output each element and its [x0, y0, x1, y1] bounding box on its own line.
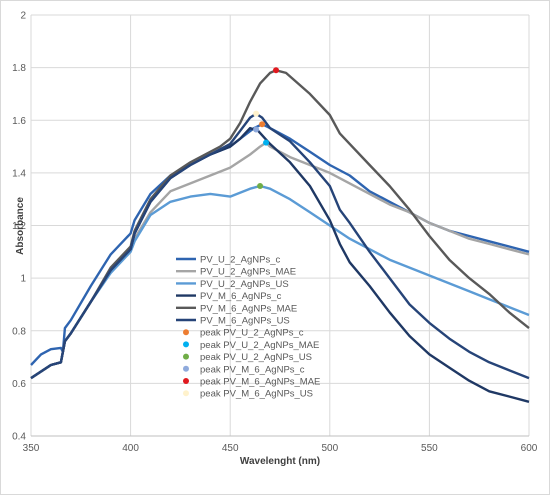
y-tick-label: 1.6	[12, 116, 26, 127]
y-tick-labels: 0.4 0.6 0.8 1 1.2 1.4 1.6 1.8 2	[12, 11, 26, 443]
legend-label: peak PV_M_6_AgNPs_MAE	[200, 377, 320, 388]
y-tick-label: 1.4	[12, 168, 26, 179]
y-tick-label: 2	[20, 11, 26, 22]
peak-marker-0	[259, 121, 266, 128]
peak-marker-4	[273, 67, 280, 74]
y-tick-label: 1.2	[12, 221, 26, 232]
legend-swatch-dot	[183, 390, 189, 397]
x-tick-label: 450	[222, 443, 239, 454]
y-tick-label: 0.8	[12, 326, 26, 337]
legend-swatch-dot	[183, 365, 189, 372]
peak-marker-2	[257, 183, 264, 190]
legend-label: PV_U_2_AgNPs_US	[200, 279, 289, 290]
x-tick-labels: 350 400 450 500 550 600	[23, 443, 538, 454]
x-tick-label: 550	[421, 443, 438, 454]
legend-label: PV_M_6_AgNPs_MAE	[200, 303, 297, 314]
legend-label: PV_U_2_AgNPs_MAE	[200, 267, 296, 278]
legend-label: PV_U_2_AgNPs_c	[200, 255, 281, 266]
peak-markers	[253, 67, 280, 190]
x-tick-label: 350	[23, 443, 40, 454]
legend-label: peak PV_M_6_AgNPs_c	[200, 364, 305, 375]
legend-label: peak PV_U_2_AgNPs_c	[200, 328, 304, 339]
x-tick-label: 500	[321, 443, 338, 454]
legend-label: peak PV_U_2_AgNPs_US	[200, 352, 312, 363]
legend-swatch-dot	[183, 378, 189, 384]
legend-swatch-dot	[183, 353, 189, 360]
legend-label: peak PV_M_6_AgNPs_US	[200, 389, 313, 400]
y-tick-label: 1	[20, 274, 26, 285]
peak-marker-3	[253, 126, 260, 133]
legend-label: PV_M_6_AgNPs_c	[200, 291, 282, 302]
peak-marker-1	[263, 139, 270, 146]
legend-swatch-dot	[183, 341, 189, 348]
legend-swatch-dot	[183, 329, 189, 336]
y-tick-label: 0.4	[12, 432, 26, 443]
x-tick-label: 600	[521, 443, 538, 454]
y-axis-title: Absorbance	[15, 197, 26, 255]
y-tick-label: 1.8	[12, 63, 26, 74]
x-tick-label: 400	[122, 443, 139, 454]
legend-label: PV_M_6_AgNPs_US	[200, 316, 290, 327]
x-axis-title: Wavelenght (nm)	[240, 456, 320, 467]
peak-marker-5	[253, 110, 260, 117]
y-tick-label: 0.6	[12, 379, 26, 390]
legend-label: peak PV_U_2_AgNPs_MAE	[200, 340, 319, 351]
legend: PV_U_2_AgNPs_cPV_U_2_AgNPs_MAEPV_U_2_AgN…	[176, 255, 320, 400]
